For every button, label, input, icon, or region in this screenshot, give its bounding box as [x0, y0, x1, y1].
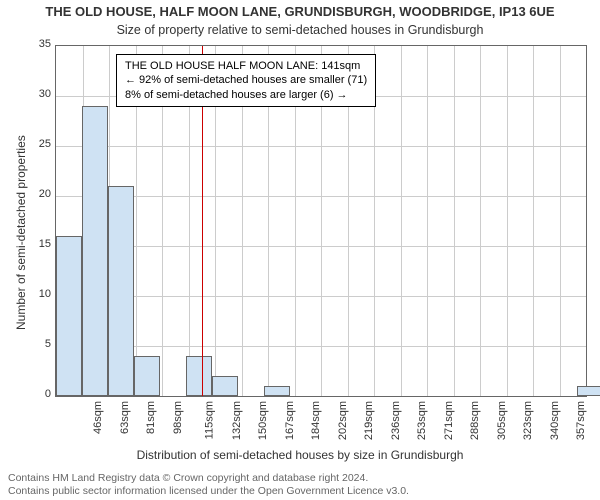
annotation-line-2: ← 92% of semi-detached houses are smalle…	[125, 73, 367, 87]
annotation-box: THE OLD HOUSE HALF MOON LANE: 141sqm ← 9…	[116, 54, 376, 107]
gridline-v	[533, 46, 534, 396]
x-tick-label: 323sqm	[522, 401, 534, 440]
y-tick-label: 20	[27, 188, 51, 200]
x-tick-label: 236sqm	[390, 401, 402, 440]
histogram-bar	[134, 356, 160, 396]
annotation-line-3: 8% of semi-detached houses are larger (6…	[125, 88, 367, 102]
x-tick-label: 63sqm	[119, 401, 131, 434]
gridline-v	[480, 46, 481, 396]
gridline-v	[427, 46, 428, 396]
gridline-v	[560, 46, 561, 396]
chart-title: THE OLD HOUSE, HALF MOON LANE, GRUNDISBU…	[0, 4, 600, 19]
x-tick-label: 202sqm	[337, 401, 349, 440]
x-tick-label: 98sqm	[172, 401, 184, 434]
y-tick-label: 35	[27, 38, 51, 50]
x-tick-label: 219sqm	[363, 401, 375, 440]
y-tick-label: 15	[27, 238, 51, 250]
histogram-bar	[186, 356, 212, 396]
gridline-v	[401, 46, 402, 396]
histogram-bar	[577, 386, 600, 396]
chart-subtitle: Size of property relative to semi-detach…	[0, 23, 600, 37]
x-tick-label: 357sqm	[575, 401, 587, 440]
x-tick-label: 150sqm	[257, 401, 269, 440]
x-tick-label: 167sqm	[284, 401, 296, 440]
x-tick-label: 305sqm	[496, 401, 508, 440]
x-tick-label: 46sqm	[92, 401, 104, 434]
y-tick-label: 10	[27, 288, 51, 300]
x-tick-label: 81sqm	[145, 401, 157, 434]
y-tick-label: 30	[27, 88, 51, 100]
footer-line-2: Contains public sector information licen…	[8, 485, 409, 498]
histogram-bar	[108, 186, 134, 396]
x-axis-label: Distribution of semi-detached houses by …	[0, 448, 600, 462]
histogram-bar	[56, 236, 82, 396]
chart-container: { "title": "THE OLD HOUSE, HALF MOON LAN…	[0, 0, 600, 500]
x-tick-label: 184sqm	[310, 401, 322, 440]
x-tick-label: 340sqm	[549, 401, 561, 440]
y-tick-label: 25	[27, 138, 51, 150]
footer-line-1: Contains HM Land Registry data © Crown c…	[8, 472, 409, 485]
y-axis-label: Number of semi-detached properties	[14, 135, 28, 330]
gridline-v	[507, 46, 508, 396]
histogram-bar	[264, 386, 290, 396]
plot-area: THE OLD HOUSE HALF MOON LANE: 141sqm ← 9…	[55, 45, 587, 397]
x-tick-label: 253sqm	[416, 401, 428, 440]
x-tick-label: 288sqm	[469, 401, 481, 440]
annotation-line-1: THE OLD HOUSE HALF MOON LANE: 141sqm	[125, 59, 367, 73]
footer-attribution: Contains HM Land Registry data © Crown c…	[8, 472, 409, 498]
histogram-bar	[212, 376, 238, 396]
y-tick-label: 0	[27, 388, 51, 400]
x-tick-label: 132sqm	[231, 401, 243, 440]
x-tick-label: 115sqm	[203, 401, 215, 439]
x-tick-label: 271sqm	[443, 401, 455, 440]
histogram-bar	[82, 106, 108, 396]
y-tick-label: 5	[27, 338, 51, 350]
gridline-v	[454, 46, 455, 396]
